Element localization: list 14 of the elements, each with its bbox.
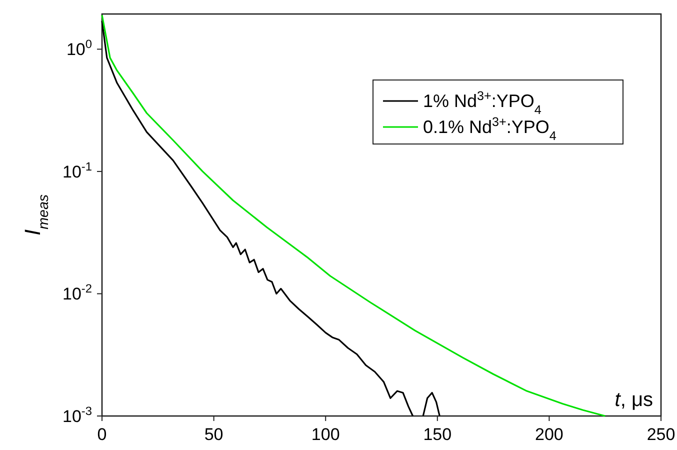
x-tick-label: 50 <box>204 425 224 444</box>
x-tick-label: 0 <box>97 425 107 444</box>
x-axis-title: t, μs <box>614 389 653 411</box>
y-tick-label: 10$^{-1}$ <box>62 159 92 182</box>
line-series <box>101 14 606 417</box>
x-tick-label: 150 <box>423 425 452 444</box>
y-tick-label: 10$^{-3}$ <box>62 404 92 426</box>
y-tick-label: 10$^{0}$ <box>66 37 92 60</box>
x-tick-label: 100 <box>311 425 340 444</box>
x-tick-label: 250 <box>646 425 676 444</box>
x-tick-label: 200 <box>535 425 564 444</box>
legend-label: 0.1% Nd$^{3+}$:YPO$_{4}$ <box>423 115 556 143</box>
legend-label: 1% Nd$^{3+}$:YPO$_{4}$ <box>423 89 542 117</box>
y-tick-label: 10$^{-2}$ <box>62 282 92 304</box>
